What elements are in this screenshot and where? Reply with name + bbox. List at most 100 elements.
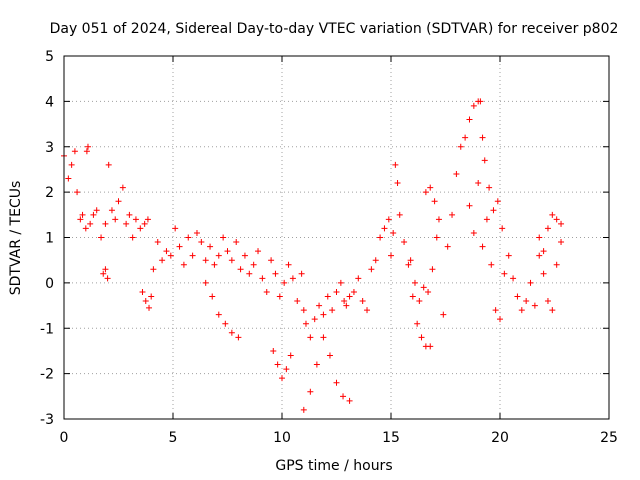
data-point (222, 320, 229, 327)
data-point (224, 248, 231, 255)
data-point (416, 298, 423, 305)
data-point (250, 261, 257, 268)
data-point (396, 211, 403, 218)
data-point (449, 211, 456, 218)
data-point (475, 180, 482, 187)
data-point (189, 252, 196, 259)
x-tick-label: 15 (382, 430, 400, 446)
data-point (433, 234, 440, 241)
data-point (141, 220, 148, 227)
data-point (388, 252, 394, 259)
data-point (326, 352, 333, 359)
data-point (350, 288, 357, 295)
data-point (274, 361, 281, 368)
data-point (320, 311, 327, 318)
data-point (483, 216, 490, 223)
data-point (553, 216, 560, 223)
chart-title: Day 051 of 2024, Sidereal Day-to-day VTE… (50, 21, 619, 37)
data-point (549, 211, 556, 218)
data-point (146, 304, 153, 311)
data-point (93, 207, 100, 214)
data-point (479, 134, 486, 141)
data-point (241, 252, 248, 259)
data-point (494, 198, 501, 205)
data-point (74, 189, 81, 196)
data-point (263, 288, 270, 295)
data-point (409, 293, 416, 300)
data-point (235, 334, 242, 341)
data-point (466, 116, 473, 123)
data-point (558, 220, 565, 227)
data-point (220, 234, 227, 241)
data-point (346, 293, 353, 300)
data-point (486, 184, 493, 191)
data-point (479, 243, 486, 250)
data-point (246, 270, 253, 277)
data-point (98, 234, 105, 241)
data-point (470, 102, 477, 109)
x-tick-label: 20 (491, 430, 509, 446)
data-point (287, 352, 294, 359)
data-point (228, 257, 235, 264)
data-point (87, 220, 94, 227)
data-point (553, 261, 560, 268)
data-point (84, 143, 91, 150)
data-point (163, 248, 170, 255)
data-point (466, 202, 473, 209)
data-point (377, 234, 384, 241)
data-point (307, 388, 314, 395)
data-point (457, 143, 464, 150)
y-tick-label: -1 (40, 321, 54, 337)
y-tick-label: -2 (40, 367, 54, 383)
data-point (405, 261, 412, 268)
data-point (407, 257, 414, 264)
data-point (523, 298, 530, 305)
data-point (300, 406, 307, 413)
data-point (137, 225, 144, 232)
data-point (355, 275, 362, 282)
data-point (340, 393, 347, 400)
data-point (139, 288, 146, 295)
data-point (142, 298, 149, 305)
data-point (346, 397, 353, 404)
data-point (333, 288, 340, 295)
data-point (431, 198, 438, 205)
data-point (68, 161, 75, 168)
data-point (313, 361, 320, 368)
data-point (123, 220, 130, 227)
data-point (198, 239, 205, 246)
data-point (268, 257, 275, 264)
data-point (270, 347, 277, 354)
data-point (540, 248, 547, 255)
data-point (283, 366, 290, 373)
data-point (276, 293, 283, 300)
data-point (211, 261, 218, 268)
data-point (272, 270, 279, 277)
data-point (470, 229, 477, 236)
data-point (126, 211, 133, 218)
data-point (536, 252, 543, 259)
data-point (343, 302, 350, 309)
data-point (104, 275, 111, 282)
data-point (435, 216, 442, 223)
data-point (82, 225, 89, 232)
data-point (527, 279, 534, 286)
data-point (341, 298, 348, 305)
data-point (79, 211, 86, 218)
data-point (100, 270, 107, 277)
y-tick-label: 2 (45, 185, 54, 201)
data-point (549, 307, 556, 314)
data-point (129, 234, 136, 241)
data-point (544, 225, 551, 232)
x-axis-label: GPS time / hours (275, 458, 392, 474)
data-point (453, 170, 460, 177)
y-tick-label: 5 (45, 49, 54, 65)
data-point (108, 207, 115, 214)
data-point (279, 375, 285, 382)
data-point (429, 266, 436, 273)
x-tick-label: 0 (60, 430, 69, 446)
data-point (505, 252, 512, 259)
data-point (255, 248, 262, 255)
grid-lines (64, 56, 609, 419)
data-point (115, 198, 122, 205)
